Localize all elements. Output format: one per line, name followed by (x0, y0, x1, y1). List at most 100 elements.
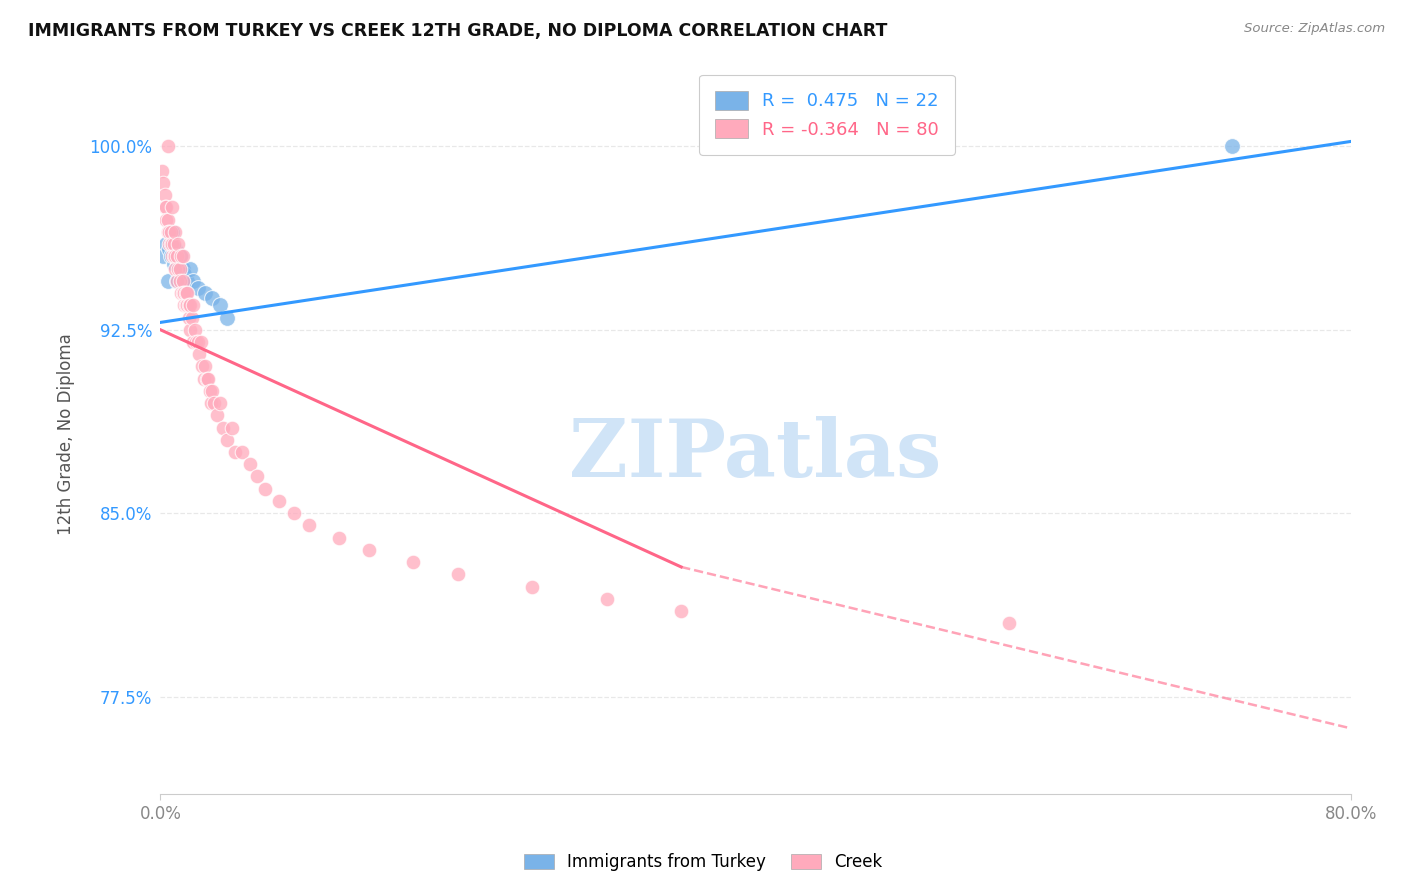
Point (298, 518, 321, 533)
Point (195, 371, 218, 385)
Point (239, 457, 262, 471)
Point (157, 242, 180, 256)
Point (166, 249, 188, 263)
Point (669, 604, 692, 618)
Point (328, 531, 350, 545)
Point (155, 212, 177, 227)
Point (162, 249, 184, 263)
Point (173, 267, 195, 281)
Point (155, 201, 177, 215)
Point (173, 298, 195, 312)
Point (170, 249, 193, 263)
Point (156, 225, 179, 239)
Point (1220, 139, 1243, 153)
Point (180, 310, 202, 325)
Point (155, 237, 177, 252)
Point (169, 261, 191, 276)
Point (187, 334, 209, 349)
Point (172, 286, 194, 301)
Point (162, 237, 184, 252)
Point (159, 225, 181, 239)
Y-axis label: 12th Grade, No Diploma: 12th Grade, No Diploma (58, 333, 75, 534)
Point (184, 334, 207, 349)
Point (217, 310, 239, 325)
Point (357, 542, 380, 557)
Point (181, 298, 204, 312)
Point (172, 249, 194, 263)
Point (193, 371, 215, 385)
Point (183, 323, 205, 337)
Point (152, 249, 174, 263)
Point (156, 139, 179, 153)
Point (177, 298, 200, 312)
Point (208, 298, 231, 312)
Point (188, 347, 211, 361)
Point (212, 420, 235, 434)
Point (165, 261, 187, 276)
Point (165, 242, 187, 256)
Point (165, 249, 187, 263)
Point (190, 334, 212, 349)
Point (208, 396, 231, 410)
Point (283, 506, 305, 520)
Point (174, 298, 197, 312)
Point (205, 409, 228, 423)
Point (176, 274, 198, 288)
Point (194, 359, 217, 374)
Point (269, 494, 291, 508)
Point (163, 237, 186, 252)
Point (166, 274, 188, 288)
Point (187, 281, 209, 295)
Point (596, 591, 619, 606)
Text: IMMIGRANTS FROM TURKEY VS CREEK 12TH GRADE, NO DIPLOMA CORRELATION CHART: IMMIGRANTS FROM TURKEY VS CREEK 12TH GRA… (28, 22, 887, 40)
Point (177, 310, 200, 325)
Point (167, 261, 190, 276)
Point (224, 445, 246, 459)
Point (997, 616, 1019, 631)
Point (200, 396, 222, 410)
Point (201, 384, 224, 398)
Point (152, 176, 174, 190)
Point (201, 291, 224, 305)
Point (194, 286, 217, 301)
Point (169, 274, 191, 288)
Point (163, 257, 186, 271)
Point (231, 445, 253, 459)
Point (253, 482, 276, 496)
Point (172, 274, 194, 288)
Legend: Immigrants from Turkey, Creek: Immigrants from Turkey, Creek (515, 845, 891, 880)
Point (174, 286, 197, 301)
Point (162, 201, 184, 215)
Point (179, 323, 201, 337)
Point (170, 286, 193, 301)
Text: ZIPatlas: ZIPatlas (569, 417, 942, 494)
Point (156, 274, 179, 288)
Point (157, 237, 180, 252)
Point (181, 334, 204, 349)
Point (153, 188, 176, 202)
Point (198, 384, 221, 398)
Point (153, 201, 176, 215)
Point (170, 249, 193, 263)
Point (447, 567, 470, 582)
Point (166, 274, 188, 288)
Point (159, 237, 181, 252)
Point (402, 555, 425, 569)
Point (163, 249, 186, 263)
Point (167, 237, 190, 252)
Point (179, 261, 201, 276)
Point (522, 580, 544, 594)
Point (167, 257, 190, 271)
Point (162, 225, 184, 239)
Point (176, 298, 198, 312)
Point (179, 298, 201, 312)
Point (191, 359, 214, 374)
Point (165, 225, 187, 239)
Text: Source: ZipAtlas.com: Source: ZipAtlas.com (1244, 22, 1385, 36)
Point (172, 261, 194, 276)
Point (202, 396, 225, 410)
Point (159, 249, 181, 263)
Point (157, 225, 180, 239)
Point (150, 163, 173, 178)
Point (197, 371, 219, 385)
